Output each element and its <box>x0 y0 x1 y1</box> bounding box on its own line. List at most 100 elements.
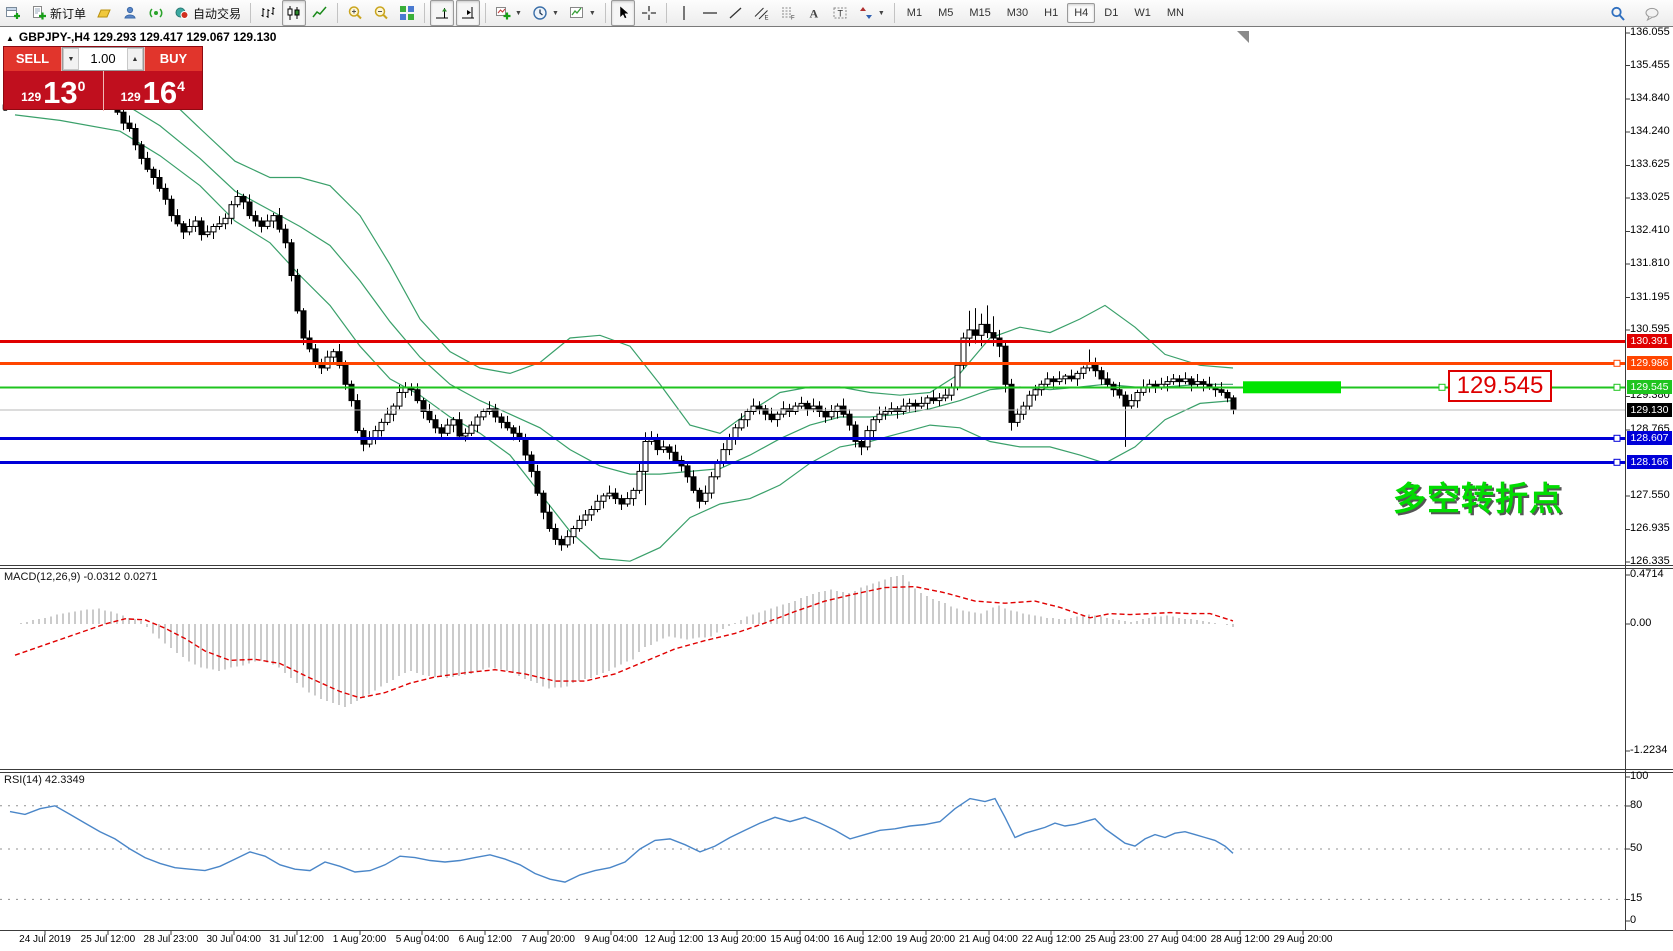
channel-icon: E <box>754 7 768 22</box>
fibonacci-button[interactable]: F <box>776 0 800 26</box>
auto-trading-label: 自动交易 <box>193 6 242 21</box>
chart-shift-icon <box>436 8 449 19</box>
arrows-button[interactable]: ▼ <box>854 0 889 26</box>
search-icon <box>1611 6 1625 21</box>
toolbar-separator <box>250 3 252 23</box>
crosshair-button[interactable] <box>637 0 661 26</box>
tile-windows-icon <box>400 6 415 20</box>
trade-panel-top-row: SELL ▼ 1.00 ▲ BUY <box>4 47 202 71</box>
toolbar-separator <box>337 3 339 23</box>
dropdown-caret-icon[interactable]: ▼ <box>877 9 885 17</box>
market-watch-button[interactable] <box>118 0 142 26</box>
chart-title-text: GBPJPY-,H4 129.293 129.417 129.067 129.1… <box>18 30 277 44</box>
profiles-button[interactable] <box>92 0 116 26</box>
horizontal-line-button[interactable] <box>698 0 722 26</box>
cursor-icon <box>619 5 630 19</box>
timeframe-button-w1[interactable]: W1 <box>1134 7 1151 19</box>
dropdown-caret-icon[interactable]: ▼ <box>515 9 522 17</box>
zoom-in-button[interactable] <box>343 0 367 26</box>
zoom-out-icon <box>374 6 388 20</box>
indicators-icon <box>496 7 511 20</box>
line-handle-icon[interactable] <box>1613 359 1621 367</box>
new-order-button[interactable]: 新订单 <box>27 0 90 26</box>
timeframe-button-m1[interactable]: M1 <box>906 7 923 19</box>
sell-price[interactable]: 129 13 0 <box>4 71 104 111</box>
bar-chart-button[interactable] <box>256 0 280 26</box>
toolbar: 新订单 自动交易 ▼ ▼ ▼ E F A T ▼ M1 M5 M15 M30 H1 H4 D1 W1 MN <box>0 0 1673 27</box>
chart-shift-marker-icon[interactable] <box>1237 31 1249 43</box>
text-icon: A <box>809 7 818 21</box>
volume-value[interactable]: 1.00 <box>90 51 116 66</box>
collapse-arrow-icon[interactable]: ▲ <box>6 34 14 43</box>
sell-button[interactable]: SELL <box>4 47 62 71</box>
new-order-label: 新订单 <box>50 6 87 21</box>
text-label-button[interactable]: T <box>828 0 852 26</box>
sell-price-big: 13 <box>43 75 78 110</box>
buy-price-small: 129 <box>120 90 141 104</box>
text-button[interactable]: A <box>802 0 826 26</box>
chat-button[interactable] <box>1640 1 1664 27</box>
line-handle-icon[interactable] <box>1613 458 1621 466</box>
date-ticks <box>44 931 1304 935</box>
svg-text:E: E <box>764 16 768 22</box>
toolbar-separator <box>893 3 895 23</box>
svg-text:A: A <box>809 7 818 21</box>
svg-text:F: F <box>791 16 795 22</box>
dropdown-caret-icon[interactable]: ▼ <box>551 9 559 17</box>
chinese-note-text[interactable]: 多空转折点 <box>1393 480 1563 517</box>
horizontal-line-icon <box>702 12 717 14</box>
text-label-icon: T <box>833 7 847 19</box>
signals-icon <box>149 8 163 18</box>
channel-button[interactable]: E <box>750 0 774 26</box>
timeframe-button-m15[interactable]: M15 <box>969 7 991 19</box>
tile-windows-button[interactable] <box>395 0 419 26</box>
chart-shift-button[interactable] <box>430 0 455 26</box>
buy-button[interactable]: BUY <box>144 47 202 71</box>
timeframe-button-h4[interactable]: H4 <box>1067 3 1096 23</box>
cursor-button[interactable] <box>610 0 635 26</box>
rsi-indicator-label: RSI(14) 42.3349 <box>4 774 85 786</box>
periods-button[interactable]: ▼ <box>528 0 563 26</box>
search-button[interactable] <box>1606 1 1630 27</box>
timeframe-button-d1[interactable]: D1 <box>1104 7 1119 19</box>
volume-stepper: ▼ 1.00 ▲ <box>62 47 144 71</box>
timeframe-button-mn[interactable]: MN <box>1166 7 1184 19</box>
timeframe-button-m5[interactable]: M5 <box>938 7 954 19</box>
highlight-zone[interactable] <box>1243 381 1341 394</box>
trendline-button[interactable] <box>724 0 748 26</box>
new-chart-button[interactable] <box>1 0 25 26</box>
profiles-icon <box>97 9 111 18</box>
price-annotation-box[interactable]: 129.545 <box>1448 370 1552 402</box>
candles[interactable] <box>12 57 1237 546</box>
dropdown-caret-icon[interactable]: ▼ <box>588 9 596 17</box>
timeframe-button-m30[interactable]: M30 <box>1006 7 1029 19</box>
signals-button[interactable] <box>144 0 168 26</box>
vertical-line-button[interactable] <box>672 0 696 26</box>
line-handle-icon[interactable] <box>1613 383 1621 391</box>
bollinger-middle-band[interactable] <box>14 78 1233 475</box>
volume-decrease-icon[interactable]: ▼ <box>63 48 79 70</box>
line-handle-icon[interactable] <box>1613 434 1621 442</box>
line-handle-icon[interactable] <box>1438 383 1446 391</box>
trade-panel-price-row: 129 13 0 129 16 4 <box>4 71 202 111</box>
templates-button[interactable]: ▼ <box>565 0 600 26</box>
zoom-out-button[interactable] <box>369 0 393 26</box>
new-chart-icon <box>6 7 20 19</box>
periods-icon <box>533 6 547 20</box>
indicators-button[interactable]: ▼ <box>491 0 526 26</box>
timeframe-button-h1[interactable]: H1 <box>1044 7 1059 19</box>
toolbar-right <box>1605 1 1665 27</box>
line-chart-button[interactable] <box>308 0 332 26</box>
auto-trading-button[interactable]: 自动交易 <box>170 0 245 26</box>
candlestick-button[interactable] <box>282 0 307 26</box>
auto-scroll-button[interactable] <box>456 0 481 26</box>
bollinger-upper-band[interactable] <box>14 51 1234 434</box>
volume-increase-icon[interactable]: ▲ <box>127 48 143 70</box>
bollinger-lower-band[interactable] <box>14 114 1234 562</box>
buy-price[interactable]: 129 16 4 <box>104 71 203 111</box>
line-chart-icon <box>312 6 327 18</box>
candle-wicks <box>15 54 1234 551</box>
toolbar-separator <box>424 3 426 23</box>
